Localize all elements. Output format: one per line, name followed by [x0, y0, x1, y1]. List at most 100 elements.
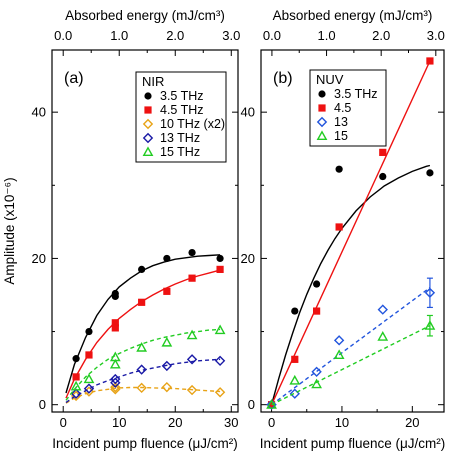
legend-entry: 13 — [334, 115, 348, 129]
legend-entry: 10 THz (x2) — [160, 117, 225, 131]
data-point — [138, 265, 146, 273]
series-15 — [266, 314, 436, 409]
legend-marker — [316, 130, 328, 141]
x-axis-title: Incident pump fluence (μJ/cm²) — [52, 436, 238, 451]
x-tick-label: 20 — [168, 415, 182, 430]
x-tick-label: 10 — [112, 415, 126, 430]
data-point — [136, 342, 148, 352]
data-point — [424, 287, 436, 298]
top-x-tick-label: 1.0 — [110, 28, 128, 43]
top-x-tick-label: 0.0 — [263, 28, 281, 43]
data-point — [333, 335, 345, 346]
x-axis-title: Incident pump fluence (μJ/cm²) — [260, 436, 446, 451]
data-point — [110, 373, 121, 385]
y-tick-label: 0 — [39, 397, 46, 412]
data-point — [266, 399, 277, 409]
data-point — [188, 248, 196, 257]
legend-entry: 4.5 THz — [160, 103, 204, 117]
data-point — [426, 169, 434, 177]
data-point — [313, 280, 321, 288]
data-point — [424, 320, 436, 330]
data-point — [111, 324, 119, 332]
legend-marker — [144, 92, 152, 100]
top-x-tick-label: 2.0 — [372, 28, 390, 43]
top-x-tick-label: 3.0 — [222, 28, 240, 43]
chart-panel-a: 0 10 20 30 0.0 1.0 2.0 3.0 Absorbed energy (mJ/c… — [2, 8, 240, 451]
top-x-tick-label: 1.0 — [318, 28, 336, 43]
legend-entry: 13 THz — [160, 131, 200, 145]
plot-frame — [260, 49, 445, 413]
top-x-axis-title: Absorbed energy (mJ/cm³) — [273, 8, 433, 23]
data-point — [85, 327, 93, 336]
data-point — [333, 349, 345, 360]
data-point — [289, 388, 300, 399]
series-13 — [266, 277, 436, 410]
data-point — [291, 355, 299, 363]
legend-entry: 3.5 THz — [334, 87, 378, 101]
legend-marker — [142, 132, 154, 144]
legend-marker — [318, 104, 326, 112]
series-15-thz — [65, 324, 226, 401]
data-point — [85, 351, 93, 359]
series-13-thz — [65, 354, 226, 404]
fit-line — [65, 386, 221, 404]
data-point — [110, 381, 121, 393]
data-point — [214, 324, 226, 335]
series-4-5 — [267, 57, 434, 409]
data-point — [186, 329, 198, 340]
x-tick-label: 0 — [268, 415, 275, 430]
data-point — [188, 274, 196, 282]
y-tick-label: 40 — [32, 105, 46, 120]
data-point — [163, 254, 171, 263]
data-point — [83, 373, 95, 384]
plot-frame — [51, 49, 239, 413]
data-point — [111, 292, 119, 301]
x-tick-label: 30 — [224, 415, 238, 430]
data-point — [335, 165, 343, 173]
legend-marker — [142, 146, 154, 157]
panel-label: (a) — [64, 70, 84, 87]
legend-entry: 15 — [334, 129, 348, 143]
data-point — [379, 172, 387, 181]
data-point — [72, 373, 80, 381]
data-point — [426, 57, 434, 65]
data-point — [311, 378, 322, 389]
series-3-5-thz — [65, 248, 224, 394]
legend-title: NUV — [316, 72, 344, 87]
data-point — [289, 374, 301, 385]
legend-box — [135, 71, 227, 163]
top-x-axis-title: Absorbed energy (mJ/cm³) — [65, 8, 225, 23]
data-point — [311, 366, 322, 377]
data-point — [70, 388, 82, 399]
legend-marker — [144, 106, 152, 114]
top-x-tick-label: 3.0 — [427, 28, 445, 43]
fit-line — [271, 287, 431, 406]
top-x-tick-label: 0.0 — [54, 28, 72, 43]
data-point — [136, 382, 147, 394]
x-tick-label: 10 — [335, 415, 349, 430]
panel-label: (b) — [273, 70, 293, 87]
series-4-5-thz — [65, 265, 224, 399]
data-point — [313, 307, 321, 315]
data-point — [161, 360, 173, 372]
data-point — [83, 383, 95, 394]
legend-entry: 3.5 THz — [160, 89, 204, 103]
legend-marker — [318, 90, 326, 98]
data-point — [216, 265, 224, 273]
data-point — [109, 358, 121, 369]
legend-entry: 15 THz — [160, 145, 200, 159]
data-point — [291, 307, 299, 315]
y-tick-label: 20 — [32, 251, 46, 266]
data-point — [109, 351, 121, 362]
fit-line — [65, 328, 221, 401]
legend-entry: 4.5 — [334, 101, 351, 115]
fit-line — [270, 164, 431, 405]
fit-line — [270, 60, 431, 405]
data-point — [335, 223, 343, 231]
data-point — [186, 354, 198, 365]
data-point — [136, 364, 147, 375]
data-point — [214, 387, 226, 398]
data-point — [161, 381, 173, 393]
